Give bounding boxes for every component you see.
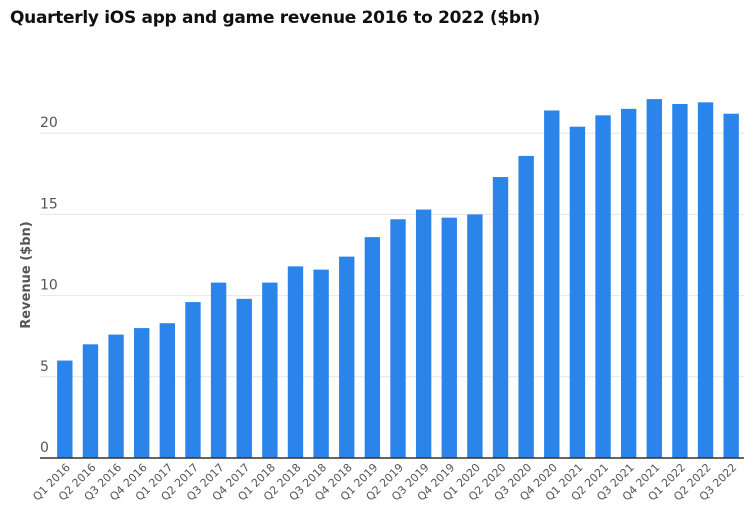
bar (57, 360, 73, 458)
y-tick-label: 10 (40, 278, 58, 294)
bar (569, 126, 586, 458)
bar (646, 99, 662, 458)
bar (492, 177, 509, 458)
bar (287, 266, 304, 458)
y-tick-label: 0 (40, 440, 49, 456)
bar (390, 219, 406, 458)
bar (518, 155, 534, 458)
bars (57, 99, 739, 459)
y-axis-label: Revenue ($bn) (19, 221, 34, 328)
y-axis-ticks: 0 5 10 15 20 (40, 115, 58, 456)
bar (364, 237, 381, 458)
y-tick-label: 15 (40, 196, 58, 212)
bar (620, 108, 637, 458)
y-tick-label: 5 (40, 359, 49, 375)
bar (467, 214, 483, 458)
chart-title: Quarterly iOS app and game revenue 2016 … (10, 8, 541, 28)
bar (185, 302, 201, 458)
bar (672, 103, 688, 458)
bar (262, 282, 278, 458)
bar (82, 344, 99, 458)
bar (595, 115, 611, 458)
bar (159, 323, 176, 458)
bar (697, 102, 714, 459)
bar (108, 334, 124, 458)
bar (415, 209, 432, 458)
bar (210, 282, 227, 458)
bar (723, 113, 739, 458)
bar (134, 328, 150, 458)
bar (236, 298, 252, 458)
bar (339, 256, 355, 458)
bar (441, 217, 457, 458)
y-tick-label: 20 (40, 115, 58, 131)
bar (544, 110, 560, 459)
bar (313, 269, 329, 458)
